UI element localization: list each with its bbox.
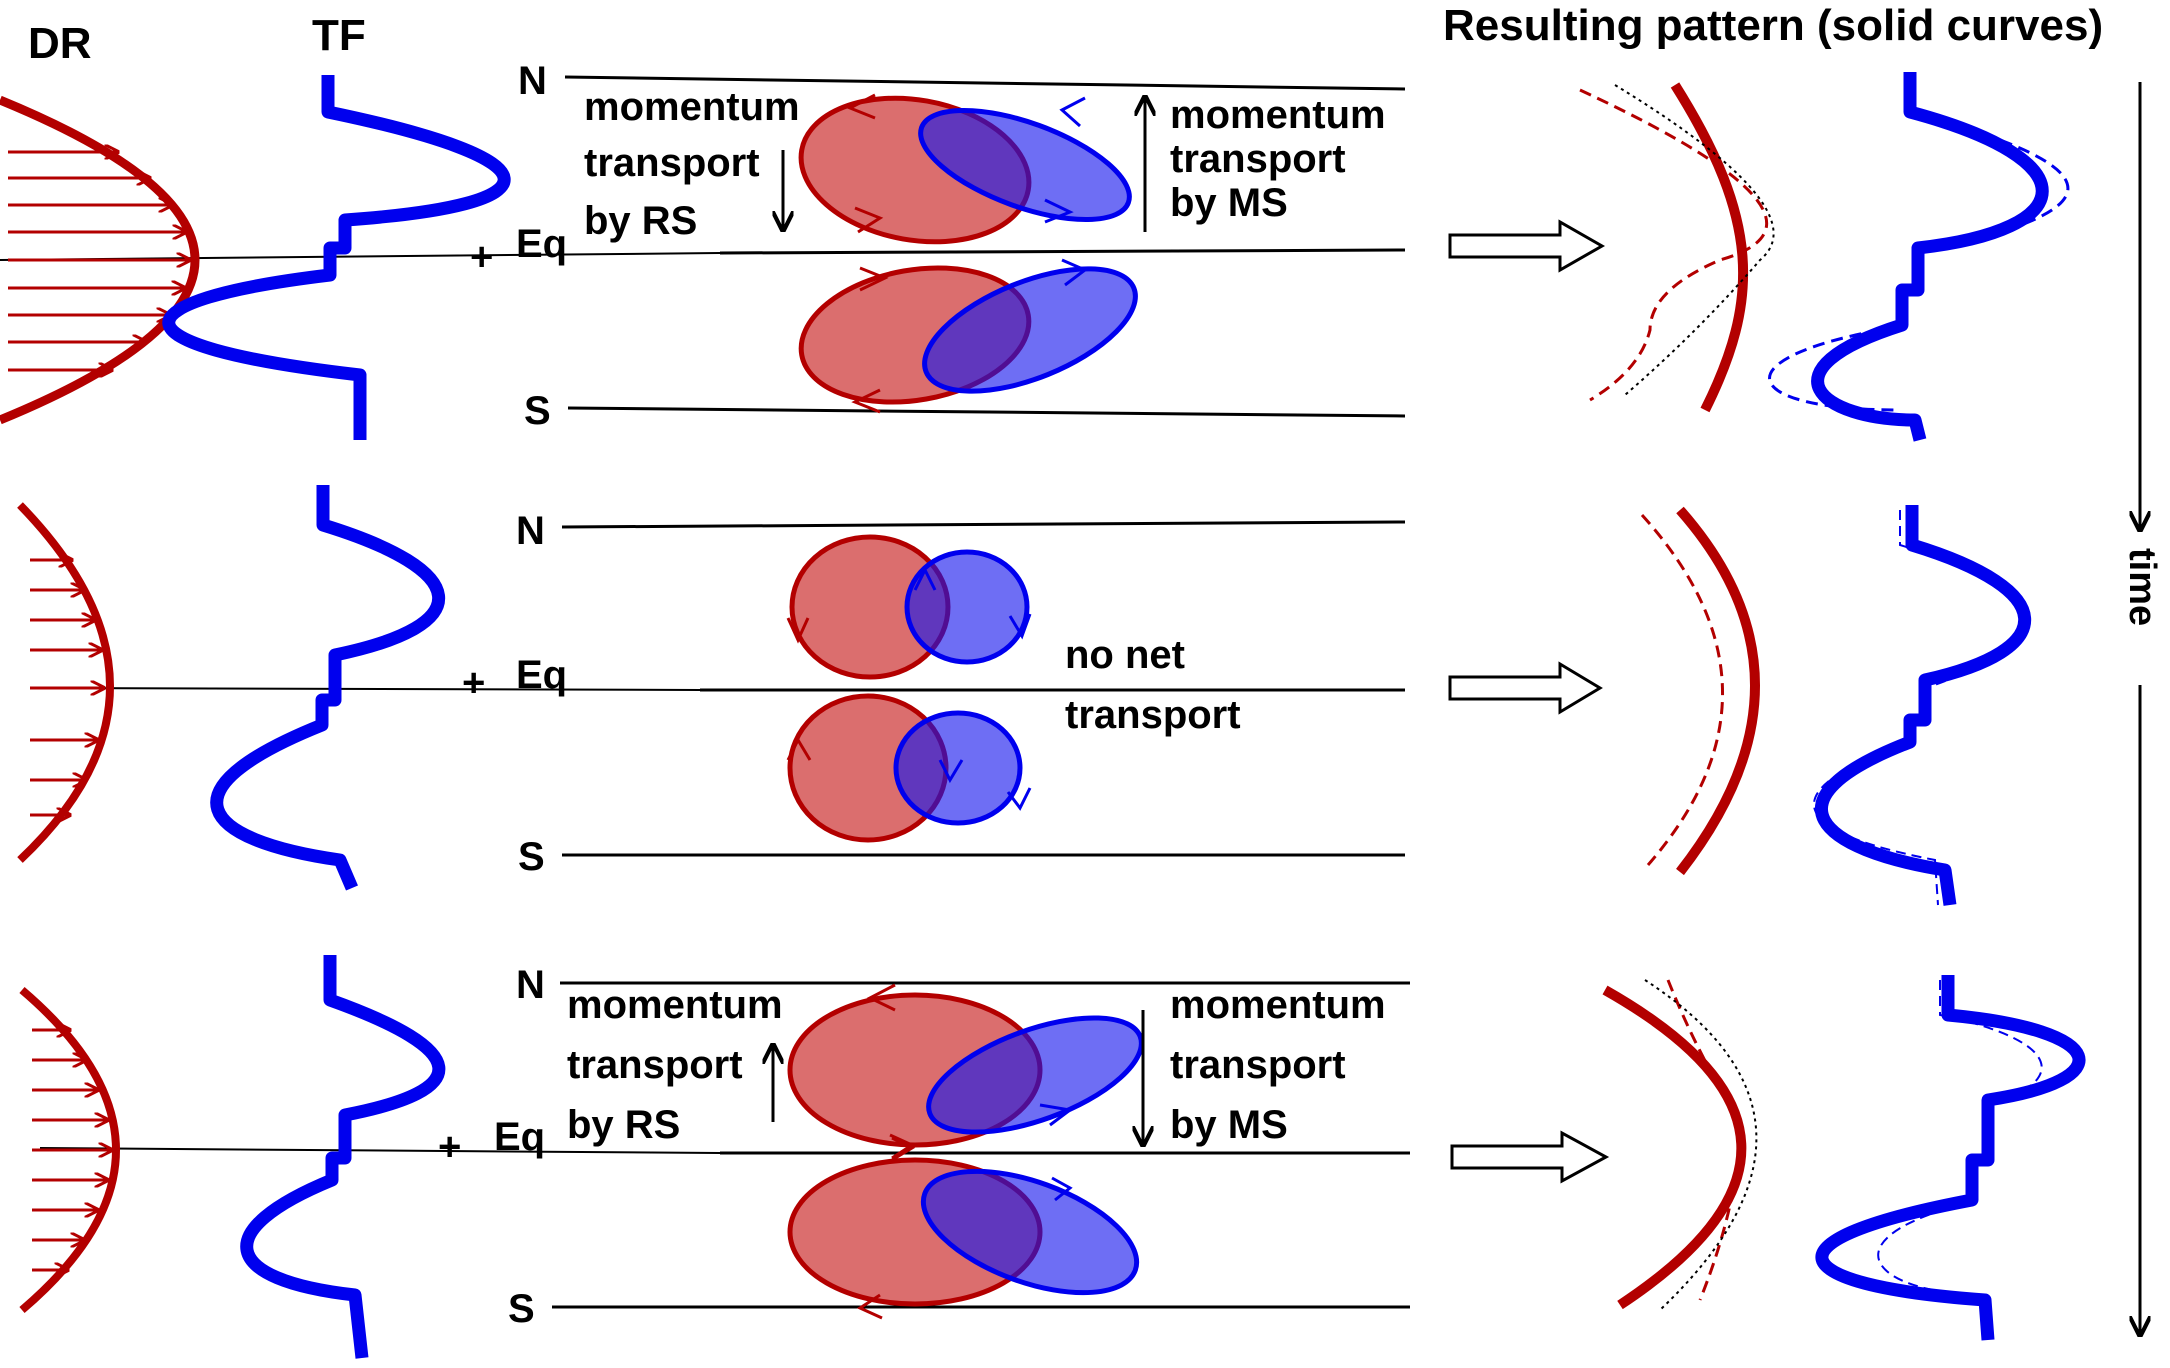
dr-velocity-arrows (32, 1030, 112, 1270)
label-equator-bottom: Eq (494, 1115, 545, 1159)
result-arrow-top (1448, 219, 1606, 273)
tf-curve-bottom (240, 955, 446, 1359)
dr-curve (17, 502, 114, 863)
panel-top: + N Eq S momentum transport by (0, 59, 2070, 442)
rs-transport-line3: by RS (567, 1103, 680, 1147)
header-tf: TF (312, 11, 366, 60)
result-arrow-middle (1448, 661, 1603, 715)
panel-middle: + N Eq S no net transport (17, 485, 2032, 906)
label-north-top: N (518, 59, 547, 103)
eddy-rotation-arrows (846, 93, 1088, 414)
ms-transport-line3: by MS (1170, 1103, 1288, 1147)
result-tf-top (1768, 72, 2070, 442)
time-axis: time (2121, 82, 2163, 1335)
ms-eddy-north (926, 1015, 1144, 1135)
dr-profile-top (0, 95, 721, 425)
south-line-top (567, 406, 1406, 418)
label-equator-top: Eq (516, 222, 567, 266)
equator-reference-line (29, 687, 701, 691)
ms-transport-line1: momentum (1170, 983, 1386, 1027)
no-net-transport-line2: transport (1065, 693, 1241, 737)
ms-eddy-south (922, 266, 1138, 394)
rs-transport-line3: by RS (584, 199, 697, 243)
label-south-top: S (524, 389, 551, 433)
north-line-middle (561, 520, 1406, 529)
dr-velocity-arrows (30, 560, 104, 815)
equator-line-top (719, 248, 1406, 255)
label-south-middle: S (518, 835, 545, 879)
ms-transport-line2: transport (1170, 137, 1346, 181)
eddies-top (798, 93, 1138, 414)
eddy-rotation-arrows (786, 566, 1032, 811)
dr-profile-middle (17, 502, 701, 863)
equator-reference-line (39, 1147, 721, 1154)
ms-transport-line3: by MS (1170, 181, 1288, 225)
equator-cross-bottom: + (438, 1125, 461, 1169)
label-north-bottom: N (516, 963, 545, 1007)
dr-profile-bottom (19, 986, 721, 1314)
label-south-bottom: S (508, 1287, 535, 1331)
eddies-bottom (787, 983, 1144, 1320)
eddies-middle (786, 534, 1032, 843)
rs-transport-line2: transport (584, 141, 760, 185)
result-dr-top (1579, 82, 1775, 413)
north-line-top (564, 75, 1406, 91)
header-resulting-pattern: Resulting pattern (solid curves) (1443, 1, 2103, 50)
result-tf-bottom (1815, 975, 2086, 1341)
tf-curve-top (162, 75, 511, 440)
result-tf-middle (1812, 505, 2032, 906)
time-label: time (2121, 548, 2163, 626)
header-dr: DR (28, 19, 92, 68)
label-north-middle: N (516, 509, 545, 553)
rs-transport-line1: momentum (584, 85, 800, 129)
dr-velocity-arrows (8, 152, 190, 370)
equator-cross-top: + (470, 235, 493, 279)
ms-eddy-south (920, 1168, 1140, 1296)
eddy-rotation-arrows (856, 983, 1074, 1320)
no-net-transport-line1: no net (1065, 633, 1185, 677)
panel-bottom: + N Eq S momentum transport by RS moment… (19, 955, 2086, 1359)
tf-curve-middle (210, 485, 446, 891)
rs-transport-line1: momentum (567, 983, 783, 1027)
ms-eddy-north (918, 107, 1132, 223)
ms-transport-line1: momentum (1170, 93, 1386, 137)
result-dr-bottom (1602, 979, 1758, 1311)
rs-transport-line2: transport (567, 1043, 743, 1087)
equator-cross-middle: + (462, 661, 485, 705)
result-arrow-bottom (1450, 1130, 1610, 1184)
ms-eddy-north (904, 549, 1030, 665)
label-equator-middle: Eq (516, 653, 567, 697)
result-dr-middle (1640, 506, 1760, 876)
dr-curve (0, 95, 200, 425)
ms-transport-line2: transport (1170, 1043, 1346, 1087)
